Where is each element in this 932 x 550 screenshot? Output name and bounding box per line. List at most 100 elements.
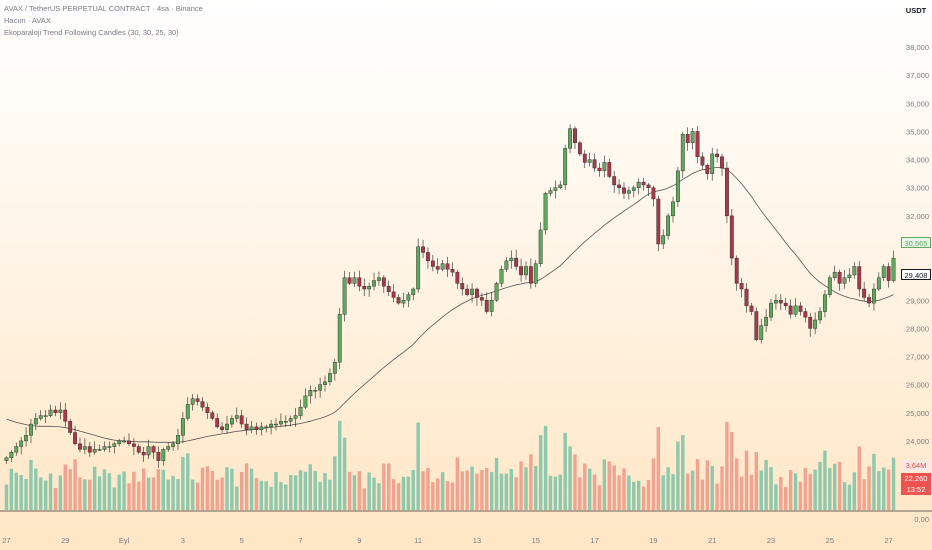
- candle: [259, 422, 264, 436]
- candle-up-body: [259, 426, 264, 430]
- candle: [509, 250, 514, 269]
- candle-down-body: [612, 176, 617, 186]
- candle-up-body: [176, 435, 180, 444]
- candle-up-body: [117, 440, 122, 444]
- candle: [460, 277, 465, 296]
- price-axis[interactable]: 38,000 37,000 36,000 35,000 34,000 33,000 32,0…: [906, 43, 929, 524]
- candle-up-body: [264, 426, 269, 429]
- volume-bar: [176, 478, 180, 510]
- volume-bar: [313, 470, 317, 510]
- candle-up-body: [401, 300, 406, 304]
- candle-down-body: [641, 181, 646, 186]
- candle: [479, 292, 484, 306]
- candle: [764, 309, 769, 333]
- candle: [249, 420, 254, 434]
- candle-up-body: [58, 409, 63, 413]
- volume-bar: [421, 471, 425, 510]
- candle: [136, 444, 141, 455]
- candle: [685, 127, 690, 151]
- candle-down-body: [724, 167, 729, 217]
- candle-up-body: [690, 131, 695, 143]
- candle-up-body: [759, 325, 764, 340]
- candle: [494, 281, 499, 302]
- candle: [171, 440, 176, 451]
- candle: [636, 178, 641, 195]
- candle: [700, 152, 705, 169]
- volume-bar: [485, 467, 489, 510]
- volume-bar: [681, 435, 685, 510]
- candle-up-body: [38, 415, 43, 419]
- candle-down-body: [778, 300, 783, 304]
- candle: [548, 187, 553, 197]
- candle: [53, 405, 58, 417]
- candle-up-body: [24, 435, 28, 442]
- candle: [176, 428, 180, 451]
- volume-bar: [362, 488, 366, 510]
- candle: [857, 261, 862, 297]
- symbol-title[interactable]: AVAX / TetherUS PERPETUAL CONTRACT · 4sa…: [4, 4, 203, 13]
- candle: [435, 258, 440, 274]
- volume-bar: [739, 476, 744, 510]
- volume-bar: [215, 479, 219, 510]
- candle: [729, 209, 734, 265]
- x-tick-label: 7: [298, 536, 302, 545]
- candle-up-body: [626, 190, 631, 194]
- volume-legend[interactable]: Hacım · AVAX: [4, 16, 51, 25]
- volume-bar: [857, 446, 861, 510]
- candle-up-body: [229, 418, 234, 425]
- candle: [146, 439, 151, 460]
- candle: [352, 271, 357, 287]
- candle-down-body: [396, 297, 401, 304]
- candle-down-body: [362, 286, 367, 290]
- volume-bar: [828, 468, 832, 510]
- candle-up-body: [332, 361, 337, 374]
- volume-bar: [749, 474, 754, 510]
- candle-down-body: [739, 283, 744, 290]
- candle: [769, 298, 773, 321]
- volume-bar: [504, 473, 509, 510]
- volume-bar: [774, 484, 778, 510]
- candle-down-body: [744, 288, 749, 307]
- candle: [499, 265, 504, 288]
- x-tick-label: 23: [767, 536, 775, 545]
- candle-down-body: [783, 302, 788, 307]
- candle: [803, 308, 808, 323]
- volume-bar: [632, 481, 636, 510]
- candle: [117, 438, 122, 447]
- candle: [73, 425, 77, 446]
- candle: [200, 397, 205, 412]
- volume-bar: [342, 437, 347, 510]
- volume-bar: [553, 476, 558, 510]
- volume-bar: [68, 469, 72, 510]
- volume-bar: [391, 479, 396, 510]
- candle-up-body: [48, 409, 53, 416]
- candle-down-body: [705, 165, 710, 174]
- candle: [127, 433, 131, 446]
- candle-up-body: [9, 451, 14, 459]
- candle: [724, 161, 729, 223]
- volume-bar: [132, 471, 136, 510]
- candle-up-body: [587, 159, 592, 163]
- candle: [283, 415, 288, 427]
- candle: [455, 269, 460, 289]
- countdown-tag: 13:52: [901, 484, 931, 495]
- candle: [323, 375, 327, 392]
- candle: [396, 294, 401, 305]
- volume-bar: [837, 461, 842, 510]
- currency-label[interactable]: USDT: [905, 6, 927, 15]
- candle: [166, 442, 171, 452]
- volume-bar: [499, 473, 504, 510]
- volume-bar: [401, 476, 406, 510]
- time-axis[interactable]: 2729Eyl357911131517192123252729Eki: [0, 510, 932, 545]
- candle-down-body: [577, 142, 582, 155]
- volume-bar: [411, 469, 415, 510]
- candle-down-body: [685, 134, 690, 143]
- candle-down-body: [381, 277, 386, 287]
- indicator-legend[interactable]: Ekoparaloji Trend Following Candles (30,…: [4, 28, 179, 37]
- candle: [357, 270, 362, 292]
- candle-up-body: [377, 277, 381, 281]
- candle-up-body: [43, 415, 48, 417]
- candle-down-body: [479, 297, 484, 301]
- candle: [264, 424, 269, 433]
